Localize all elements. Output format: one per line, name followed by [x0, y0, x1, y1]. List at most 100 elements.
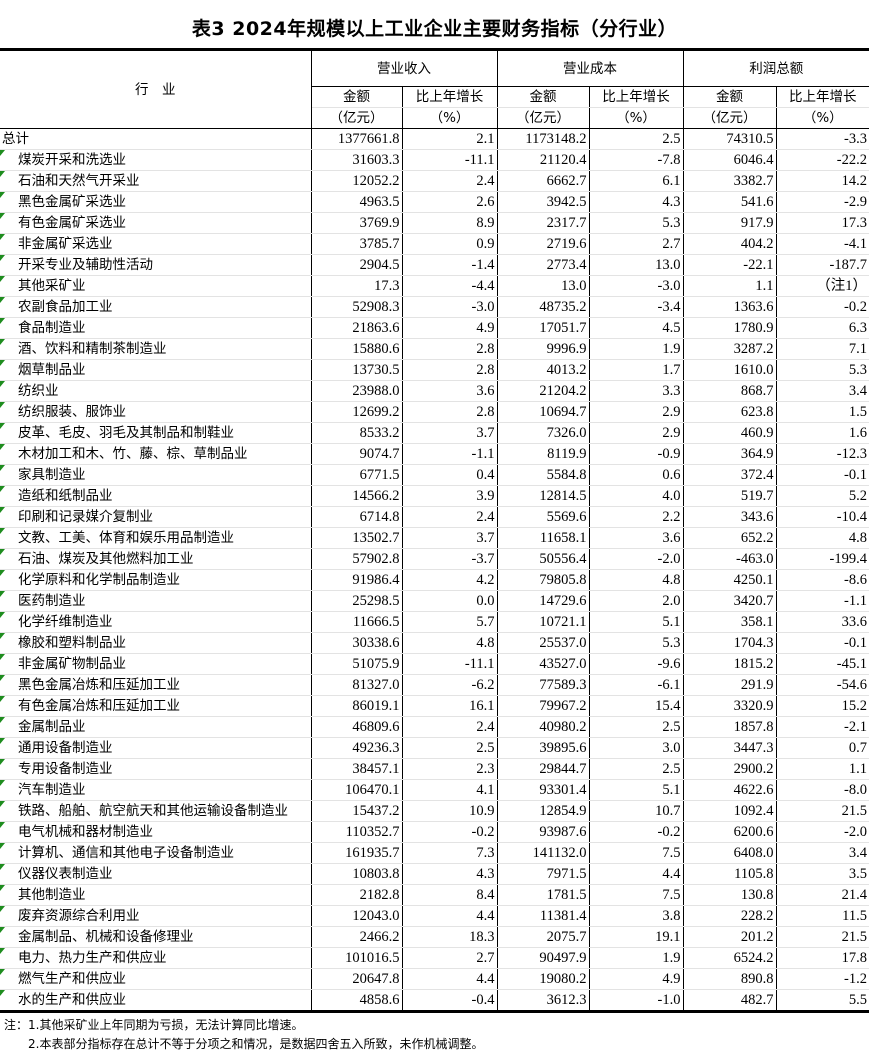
- cost-growth: 15.4: [589, 695, 684, 717]
- cost-growth: 4.4: [589, 863, 684, 885]
- cost-amount: 11381.4: [497, 905, 590, 927]
- revenue-growth: 2.1: [402, 128, 498, 150]
- revenue-growth: 7.3: [402, 842, 498, 864]
- profit-growth: -54.6: [776, 674, 869, 696]
- revenue-growth: 16.1: [402, 695, 498, 717]
- error-indicator-icon: [0, 297, 5, 303]
- amount-label: 金额: [497, 86, 590, 108]
- cost-growth: 3.3: [589, 380, 684, 402]
- cost-growth: 2.5: [589, 716, 684, 738]
- industry-name: 印刷和记录媒介复制业: [0, 506, 312, 528]
- table-row: 计算机、通信和其他电子设备制造业 161935.7 7.3 141132.0 7.5 64…: [0, 842, 869, 864]
- revenue-amount: 12043.0: [311, 905, 403, 927]
- industry-name: 文教、工美、体育和娱乐用品制造业: [0, 527, 312, 549]
- revenue-amount: 8533.2: [311, 422, 403, 444]
- profit-amount: 364.9: [683, 443, 777, 465]
- cost-growth: 1.7: [589, 359, 684, 381]
- cost-amount: 29844.7: [497, 758, 590, 780]
- cost-growth: 19.1: [589, 926, 684, 948]
- cost-amount: 11658.1: [497, 527, 590, 549]
- table-row: 造纸和纸制品业 14566.2 3.9 12814.5 4.0 519.7 5.2: [0, 485, 869, 507]
- error-indicator-icon: [0, 318, 5, 324]
- cost-amount: 6662.7: [497, 170, 590, 192]
- error-indicator-icon: [0, 843, 5, 849]
- revenue-amount: 38457.1: [311, 758, 403, 780]
- cost-growth: 2.9: [589, 422, 684, 444]
- error-indicator-icon: [0, 633, 5, 639]
- cost-amount: 8119.9: [497, 443, 590, 465]
- error-indicator-icon: [0, 549, 5, 555]
- error-indicator-icon: [0, 339, 5, 345]
- error-indicator-icon: [0, 906, 5, 912]
- revenue-growth: -3.0: [402, 296, 498, 318]
- industry-name: 食品制造业: [0, 317, 312, 339]
- cost-amount: 12854.9: [497, 800, 590, 822]
- cost-growth: 10.7: [589, 800, 684, 822]
- profit-amount: 652.2: [683, 527, 777, 549]
- cost-amount: 79805.8: [497, 569, 590, 591]
- revenue-growth: 8.9: [402, 212, 498, 234]
- table-row: 燃气生产和供应业 20647.8 4.4 19080.2 4.9 890.8 -1.2: [0, 968, 869, 990]
- error-indicator-icon: [0, 528, 5, 534]
- revenue-growth: 3.7: [402, 422, 498, 444]
- revenue-amount: 30338.6: [311, 632, 403, 654]
- profit-growth: 3.4: [776, 380, 869, 402]
- table-row: 电力、热力生产和供应业 101016.5 2.7 90497.9 1.9 6524.2 17…: [0, 947, 869, 969]
- profit-growth: 0.7: [776, 737, 869, 759]
- cost-growth: 3.0: [589, 737, 684, 759]
- error-indicator-icon: [0, 276, 5, 282]
- error-indicator-icon: [0, 423, 5, 429]
- profit-growth: -4.1: [776, 233, 869, 255]
- cost-growth: 5.1: [589, 779, 684, 801]
- industry-name: 石油和天然气开采业: [0, 170, 312, 192]
- growth-label: 比上年增长: [776, 86, 869, 108]
- industry-name: 石油、煤炭及其他燃料加工业: [0, 548, 312, 570]
- profit-amount: 1780.9: [683, 317, 777, 339]
- error-indicator-icon: [0, 717, 5, 723]
- profit-growth: -2.9: [776, 191, 869, 213]
- profit-growth: 15.2: [776, 695, 869, 717]
- cost-growth: 2.5: [589, 128, 684, 150]
- profit-growth: 4.8: [776, 527, 869, 549]
- cost-growth: 3.8: [589, 905, 684, 927]
- revenue-amount: 101016.5: [311, 947, 403, 969]
- industry-name: 化学原料和化学制品制造业: [0, 569, 312, 591]
- industry-name: 金属制品业: [0, 716, 312, 738]
- revenue-amount: 31603.3: [311, 149, 403, 171]
- revenue-growth: -1.4: [402, 254, 498, 276]
- profit-growth: 1.6: [776, 422, 869, 444]
- error-indicator-icon: [0, 381, 5, 387]
- cost-amount: 1781.5: [497, 884, 590, 906]
- revenue-growth: 4.9: [402, 317, 498, 339]
- industry-name: 烟草制品业: [0, 359, 312, 381]
- profit-amount: 2900.2: [683, 758, 777, 780]
- profit-growth: -12.3: [776, 443, 869, 465]
- revenue-growth: 4.1: [402, 779, 498, 801]
- profit-growth: -3.3: [776, 128, 869, 150]
- profit-amount: 1704.3: [683, 632, 777, 654]
- revenue-growth: -3.7: [402, 548, 498, 570]
- table-title: 表3 2024年规模以上工业企业主要财务指标（分行业）: [191, 18, 678, 40]
- profit-amount: 3320.9: [683, 695, 777, 717]
- table-row: 非金属矿采选业 3785.7 0.9 2719.6 2.7 404.2 -4.1: [0, 233, 869, 255]
- error-indicator-icon: [0, 360, 5, 366]
- profit-growth: 5.2: [776, 485, 869, 507]
- error-indicator-icon: [0, 864, 5, 870]
- error-indicator-icon: [0, 612, 5, 618]
- revenue-growth: 4.4: [402, 968, 498, 990]
- revenue-growth: 3.7: [402, 527, 498, 549]
- revenue-growth: 18.3: [402, 926, 498, 948]
- error-indicator-icon: [0, 255, 5, 261]
- profit-growth: -1.2: [776, 968, 869, 990]
- cost-growth: 4.8: [589, 569, 684, 591]
- cost-growth: 5.1: [589, 611, 684, 633]
- revenue-amount: 110352.7: [311, 821, 403, 843]
- table-container: 行 业 营业收入 营业成本 利润总额 金额 比上年增长 金额 比上年增长 金额 …: [0, 48, 869, 1054]
- profit-amount: 4250.1: [683, 569, 777, 591]
- table-row: 电气机械和器材制造业 110352.7 -0.2 93987.6 -0.2 6200.6-…: [0, 821, 869, 843]
- table-row: 汽车制造业 106470.1 4.1 93301.4 5.1 4622.6 -8.0: [0, 779, 869, 801]
- error-indicator-icon: [0, 402, 5, 408]
- industry-name: 纺织业: [0, 380, 312, 402]
- profit-amount: 201.2: [683, 926, 777, 948]
- revenue-amount: 6771.5: [311, 464, 403, 486]
